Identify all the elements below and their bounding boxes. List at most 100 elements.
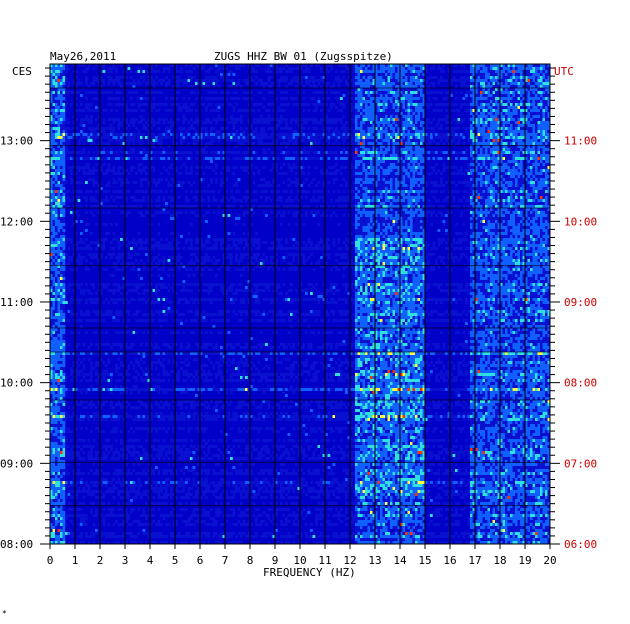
heatmap-cell [427,136,431,139]
heatmap-cell [60,70,63,73]
heatmap-cell [370,106,373,109]
heatmap-cell [437,157,441,160]
heatmap-cell [255,64,258,67]
heatmap-cell [300,133,303,136]
heatmap-cell [220,157,223,160]
heatmap-cell [287,70,291,73]
heatmap-cell [360,88,363,91]
heatmap-cell [340,70,343,73]
heatmap-cell [427,151,431,154]
heatmap-cell [422,136,426,139]
heatmap-cell [190,172,193,175]
heatmap-cell [437,136,441,139]
heatmap-cell [280,121,283,124]
heatmap-cell [487,64,491,67]
heatmap-cell [472,187,476,190]
heatmap-cell [327,181,331,184]
heatmap-cell [227,73,231,76]
heatmap-cell [357,103,361,106]
heatmap-cell [477,163,481,166]
heatmap-cell [55,115,58,118]
heatmap-cell [495,151,498,154]
heatmap-cell [380,157,383,160]
heatmap-cell [247,142,251,145]
heatmap-cell [457,70,461,73]
heatmap-cell [377,85,381,88]
heatmap-cell [90,118,93,121]
heatmap-cell [502,175,506,178]
heatmap-cell [392,157,396,160]
heatmap-cell [137,133,141,136]
heatmap-cell [120,85,123,88]
heatmap-cell [270,70,273,73]
heatmap-cell [315,91,318,94]
heatmap-cell [477,139,481,142]
heatmap-cell [527,94,531,97]
heatmap-cell [467,184,471,187]
heatmap-cell [432,85,436,88]
heatmap-cell [470,97,473,100]
heatmap-cell [367,163,371,166]
heatmap-cell [422,145,426,148]
heatmap-cell [487,148,491,151]
heatmap-cell [342,166,346,169]
heatmap-cell [397,109,401,112]
heatmap-cell [75,109,78,112]
heatmap-cell [380,76,383,79]
heatmap-cell [497,169,501,172]
heatmap-cell [530,115,533,118]
heatmap-cell [215,157,218,160]
heatmap-cell [475,76,478,79]
heatmap-cell [102,127,106,130]
heatmap-cell [50,115,53,118]
heatmap-cell [350,133,353,136]
heatmap-cell [287,136,291,139]
heatmap-cell [285,121,288,124]
heatmap-cell [480,124,483,127]
heatmap-cell [410,145,413,148]
heatmap-cell [367,154,371,157]
heatmap-cell [407,187,411,190]
heatmap-cell [110,67,113,70]
heatmap-cell [505,109,508,112]
heatmap-cell [545,142,548,145]
heatmap-cell [542,145,546,148]
heatmap-cell [157,79,161,82]
heatmap-cell [250,109,253,112]
heatmap-cell [87,91,91,94]
heatmap-cell [495,157,498,160]
heatmap-cell [422,187,426,190]
heatmap-cell [127,139,131,142]
heatmap-cell [157,181,161,184]
heatmap-cell [382,187,386,190]
heatmap-cell [410,88,413,91]
heatmap-cell [65,79,68,82]
heatmap-cell [542,112,546,115]
heatmap-cell [255,166,258,169]
heatmap-cell [270,76,273,79]
heatmap-cell [320,157,323,160]
heatmap-cell [157,190,161,193]
heatmap-cell [57,67,61,70]
heatmap-cell [87,127,91,130]
heatmap-cell [487,145,491,148]
heatmap-cell [320,70,323,73]
heatmap-cell [492,136,496,139]
heatmap-cell [515,94,518,97]
heatmap-cell [130,70,133,73]
heatmap-cell [72,190,76,193]
heatmap-cell [542,151,546,154]
heatmap-cell [495,118,498,121]
heatmap-cell [372,94,376,97]
heatmap-cell [530,91,533,94]
heatmap-cell [145,154,148,157]
heatmap-cell [492,103,496,106]
heatmap-cell [175,184,178,187]
heatmap-cell [435,151,438,154]
heatmap-cell [490,97,493,100]
heatmap-cell [387,130,391,133]
heatmap-cell [405,178,408,181]
heatmap-cell [365,85,368,88]
heatmap-cell [55,82,58,85]
heatmap-cell [472,157,476,160]
